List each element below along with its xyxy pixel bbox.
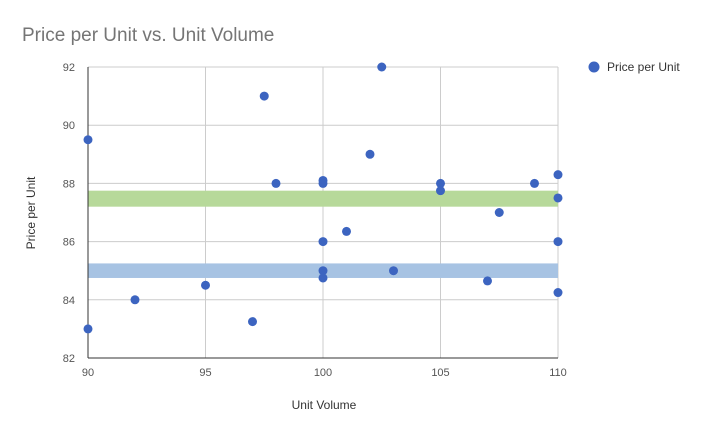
y-tick-label: 88: [63, 178, 75, 190]
data-point: [130, 295, 140, 305]
y-tick-label: 84: [63, 295, 75, 307]
data-point: [318, 237, 328, 247]
y-tick-label: 90: [63, 120, 75, 132]
data-point: [365, 149, 375, 159]
reference-band: [88, 190, 558, 207]
data-point: [271, 178, 281, 188]
data-point: [553, 288, 563, 298]
data-point: [342, 226, 351, 236]
data-point: [248, 317, 257, 327]
grid-lines: [87, 66, 559, 359]
x-tick-label: 110: [549, 367, 567, 379]
data-point: [377, 62, 387, 72]
x-tick-label: 90: [82, 367, 94, 379]
y-tick-label: 82: [63, 353, 75, 365]
tick-labels: 90 95 100 105 110 82 84 86 88 90 92: [63, 62, 567, 379]
data-point: [436, 186, 445, 196]
data-points: [83, 62, 563, 334]
data-point: [436, 178, 445, 188]
legend: Price per Unit: [588, 60, 680, 74]
data-point: [83, 135, 93, 145]
data-point: [201, 280, 210, 290]
data-point: [553, 193, 563, 203]
x-tick-label: 105: [431, 367, 449, 379]
data-point: [389, 266, 398, 276]
chart-title: Price per Unit vs. Unit Volume: [22, 25, 274, 46]
legend-label: Price per Unit: [607, 60, 680, 74]
data-point: [318, 266, 328, 276]
data-point: [259, 91, 269, 101]
y-axis-title: Price per Unit: [24, 176, 38, 249]
data-point: [530, 178, 539, 188]
data-point: [494, 208, 504, 217]
data-point: [83, 324, 93, 334]
data-point: [318, 178, 328, 188]
y-tick-label: 92: [63, 62, 75, 74]
data-point: [553, 237, 563, 247]
data-point: [553, 170, 563, 180]
x-tick-label: 95: [199, 367, 211, 379]
axes: [87, 67, 558, 359]
data-point: [318, 273, 328, 283]
x-tick-label: 100: [314, 367, 332, 379]
y-tick-label: 86: [63, 237, 75, 249]
x-axis-title: Unit Volume: [292, 398, 357, 412]
legend-marker: [588, 61, 600, 73]
data-point: [483, 276, 492, 286]
